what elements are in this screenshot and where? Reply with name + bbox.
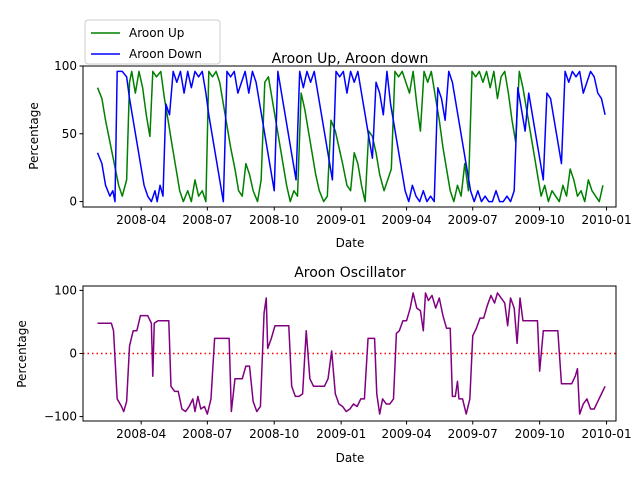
x-tick-label: 2010-01 xyxy=(581,213,631,227)
aroon-oscillator-chart: Aroon Oscillator −100 0 100 2008-04 2008-07… xyxy=(15,265,632,465)
series-lines xyxy=(83,292,616,415)
chart-title: Aroon Up, Aroon down xyxy=(272,51,429,67)
series-line-aroon-up xyxy=(96,70,604,203)
x-tick-label: 2009-10 xyxy=(515,213,565,227)
y-tick-label: 0 xyxy=(69,195,77,209)
x-tick-label: 2010-01 xyxy=(581,427,631,441)
x-tick-label: 2008-10 xyxy=(249,427,299,441)
y-tick-label: 0 xyxy=(69,347,77,361)
y-axis-label: Percentage xyxy=(27,102,41,170)
legend-box xyxy=(84,19,221,65)
x-tick-label: 2009-07 xyxy=(448,427,498,441)
y-tick-label: 100 xyxy=(54,283,77,297)
x-axis-ticks: 2008-04 2008-07 2008-10 2009-01 2009-04 2009-… xyxy=(116,421,632,441)
x-axis-ticks: 2008-04 2008-07 2008-10 2009-01 2009-04 2009-… xyxy=(116,207,632,227)
x-tick-label: 2009-01 xyxy=(316,213,366,227)
chart-title: Aroon Oscillator xyxy=(294,265,406,281)
legend-label-aroon-down: Aroon Down xyxy=(129,47,202,61)
x-tick-label: 2009-04 xyxy=(382,427,432,441)
series-lines xyxy=(96,70,606,203)
y-axis-ticks: −100 0 100 xyxy=(44,283,83,424)
x-tick-label: 2009-01 xyxy=(316,427,366,441)
y-axis-ticks: 0 50 100 xyxy=(54,59,83,209)
x-tick-label: 2008-07 xyxy=(182,213,232,227)
x-tick-label: 2008-04 xyxy=(116,427,166,441)
x-axis-label: Date xyxy=(336,451,365,465)
x-tick-label: 2009-10 xyxy=(515,427,565,441)
x-tick-label: 2009-07 xyxy=(448,213,498,227)
y-tick-label: 50 xyxy=(62,127,77,141)
legend-label-aroon-up: Aroon Up xyxy=(129,26,184,40)
legend: Aroon Up Aroon Down xyxy=(84,19,221,65)
x-axis-label: Date xyxy=(336,236,365,250)
plot-frame xyxy=(82,65,617,208)
y-tick-label: 100 xyxy=(54,59,77,73)
x-tick-label: 2008-04 xyxy=(116,213,166,227)
y-axis-label: Percentage xyxy=(15,320,29,388)
y-tick-label: −100 xyxy=(44,410,77,424)
x-tick-label: 2008-10 xyxy=(249,213,299,227)
series-line-oscillator-0 xyxy=(97,292,606,415)
x-tick-label: 2009-04 xyxy=(382,213,432,227)
series-line-aroon-down xyxy=(96,70,606,203)
x-tick-label: 2008-07 xyxy=(182,427,232,441)
